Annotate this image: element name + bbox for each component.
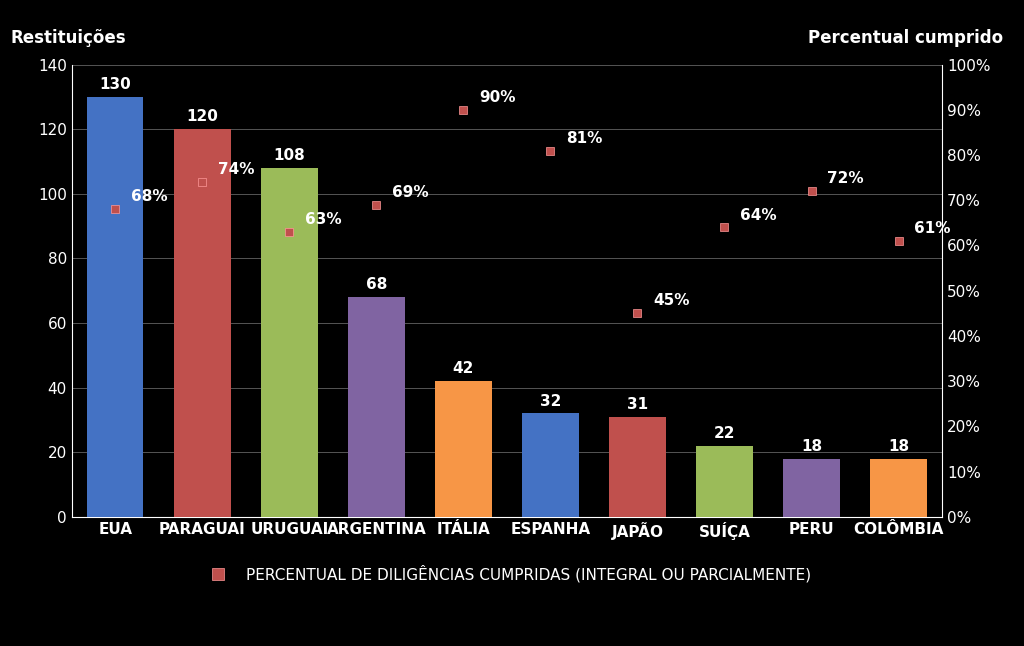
- Bar: [87, 97, 143, 517]
- Text: 61%: 61%: [914, 221, 950, 236]
- Bar: [609, 417, 666, 517]
- Text: 81%: 81%: [566, 130, 602, 146]
- Text: 45%: 45%: [653, 293, 689, 308]
- Text: 32: 32: [540, 393, 561, 408]
- Text: 130: 130: [99, 77, 131, 92]
- Bar: [174, 129, 230, 517]
- Text: 31: 31: [627, 397, 648, 412]
- Bar: [435, 381, 492, 517]
- Text: Percentual cumprido: Percentual cumprido: [808, 28, 1004, 47]
- Text: 72%: 72%: [827, 171, 864, 186]
- Text: 68: 68: [366, 277, 387, 292]
- Text: 63%: 63%: [305, 212, 342, 227]
- Text: 68%: 68%: [131, 189, 168, 204]
- Bar: [348, 297, 404, 517]
- Bar: [783, 459, 840, 517]
- Text: 42: 42: [453, 361, 474, 376]
- Text: 90%: 90%: [479, 90, 515, 105]
- Bar: [870, 459, 927, 517]
- Text: 69%: 69%: [392, 185, 429, 200]
- Bar: [261, 168, 317, 517]
- Text: 74%: 74%: [218, 162, 254, 177]
- Bar: [522, 413, 579, 517]
- Text: 18: 18: [801, 439, 822, 453]
- Text: 18: 18: [888, 439, 909, 453]
- Bar: [696, 446, 753, 517]
- Text: 108: 108: [273, 148, 305, 163]
- Text: Restituições: Restituições: [10, 28, 126, 47]
- Text: 22: 22: [714, 426, 735, 441]
- Text: 120: 120: [186, 109, 218, 124]
- Text: 64%: 64%: [740, 207, 777, 222]
- Legend: PERCENTUAL DE DILIGÊNCIAS CUMPRIDAS (INTEGRAL OU PARCIALMENTE): PERCENTUAL DE DILIGÊNCIAS CUMPRIDAS (INT…: [197, 559, 817, 589]
